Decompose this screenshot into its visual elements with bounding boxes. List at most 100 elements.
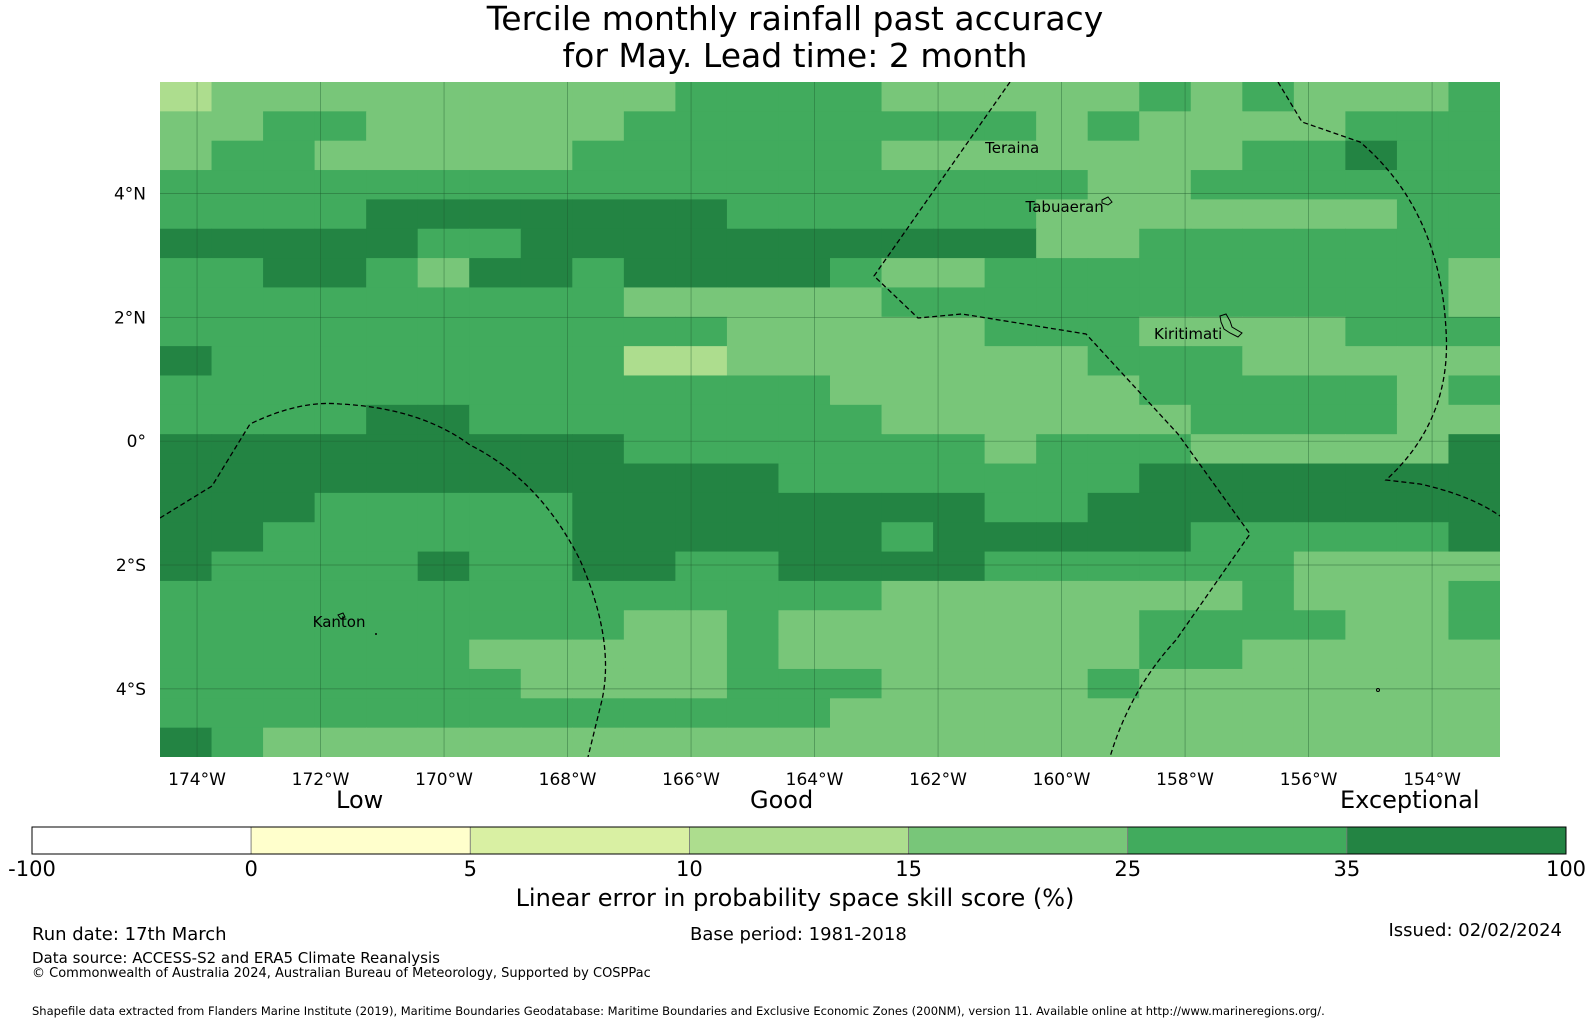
skill-cell	[211, 610, 264, 641]
skill-cell	[263, 375, 316, 406]
skill-cell	[830, 375, 883, 406]
skill-cell	[469, 228, 522, 259]
run-date: Run date: 17th March	[32, 924, 227, 945]
skill-cell	[1139, 316, 1192, 347]
skill-cell	[211, 551, 264, 582]
skill-cell	[881, 170, 934, 200]
skill-cell	[572, 639, 625, 670]
skill-cell	[1242, 639, 1295, 670]
skill-cell	[1036, 610, 1089, 641]
skill-cell	[881, 610, 934, 641]
skill-cell	[1293, 698, 1346, 729]
skill-cell	[881, 258, 934, 289]
skill-cell	[1293, 375, 1346, 406]
colorbar-tick-label: 0	[244, 857, 257, 881]
skill-cell	[1139, 639, 1192, 670]
skill-cell	[366, 228, 419, 259]
skill-cell	[933, 258, 986, 289]
skill-cell	[778, 551, 831, 582]
skill-cell	[623, 82, 676, 112]
skill-cell	[675, 610, 728, 641]
skill-cell	[778, 199, 831, 230]
skill-cell	[572, 492, 625, 523]
skill-cell	[314, 492, 367, 523]
skill-cell	[572, 727, 625, 757]
skill-cell	[1242, 287, 1295, 318]
skill-cell	[211, 199, 264, 230]
skill-cell	[1345, 434, 1398, 465]
skill-cell	[572, 316, 625, 347]
skill-cell	[520, 140, 573, 171]
skill-cell	[675, 463, 728, 494]
skill-cell	[469, 316, 522, 347]
skill-cell	[1190, 258, 1243, 289]
skill-cell	[881, 522, 934, 553]
skill-cell	[1345, 82, 1398, 112]
skill-cell	[366, 522, 419, 553]
skill-cell	[1190, 140, 1243, 171]
skill-cell	[984, 316, 1037, 347]
skill-cell	[469, 639, 522, 670]
skill-cell	[520, 287, 573, 318]
lat-tick-label: 4°N	[114, 184, 146, 204]
skill-cell	[1036, 698, 1089, 729]
skill-cell	[469, 199, 522, 230]
skill-cell	[778, 610, 831, 641]
lon-tick-label: 158°W	[1156, 770, 1214, 790]
skill-cell	[1087, 404, 1140, 435]
skill-cell	[160, 492, 213, 523]
skill-cell	[520, 258, 573, 289]
skill-cell	[1190, 199, 1243, 230]
skill-cell	[520, 375, 573, 406]
colorbar-segment	[1127, 826, 1348, 855]
skill-cell	[1190, 463, 1243, 494]
skill-cell	[623, 287, 676, 318]
skill-cell	[1242, 610, 1295, 641]
skill-cell	[726, 580, 780, 611]
skill-cell	[314, 580, 367, 611]
skill-cell	[160, 228, 213, 259]
skill-cell	[933, 610, 986, 641]
skill-cell	[160, 434, 213, 465]
skill-cell	[572, 375, 625, 406]
skill-cell	[623, 258, 676, 289]
skill-cell	[1448, 698, 1500, 729]
skill-cell	[469, 287, 522, 318]
skill-cell	[314, 551, 367, 582]
skill-cell	[726, 727, 780, 757]
skill-cell	[366, 111, 419, 142]
skill-cell	[881, 492, 934, 523]
skill-cell	[1087, 375, 1140, 406]
skill-cell	[1190, 375, 1243, 406]
skill-cell	[1345, 698, 1398, 729]
skill-cell	[1448, 434, 1500, 465]
skill-cell	[314, 346, 367, 377]
skill-cell	[778, 287, 831, 318]
skill-cell	[160, 727, 213, 757]
skill-cell	[830, 170, 883, 200]
skill-cell	[520, 199, 573, 230]
skill-cell	[1293, 111, 1346, 142]
lon-tick-label: 174°W	[168, 770, 226, 790]
skill-cell	[572, 346, 625, 377]
place-label: Tabuaeran	[1025, 198, 1104, 216]
skill-cell	[984, 610, 1037, 641]
skill-cell	[1036, 551, 1089, 582]
issued-date: Issued: 02/02/2024	[1388, 920, 1562, 941]
skill-cell	[520, 698, 573, 729]
skill-cell	[366, 140, 419, 171]
skill-cell	[1036, 375, 1089, 406]
skill-cell	[520, 228, 573, 259]
skill-cell	[1190, 287, 1243, 318]
skill-cell	[1448, 492, 1500, 523]
skill-cell	[469, 551, 522, 582]
skill-grid	[160, 82, 1500, 757]
skill-cell	[314, 698, 367, 729]
skill-cell	[160, 375, 213, 406]
skill-cell	[1139, 228, 1192, 259]
skill-cell	[1139, 522, 1192, 553]
skill-cell	[263, 111, 316, 142]
skill-cell	[1396, 170, 1450, 200]
skill-cell	[366, 463, 419, 494]
skill-cell	[881, 404, 934, 435]
